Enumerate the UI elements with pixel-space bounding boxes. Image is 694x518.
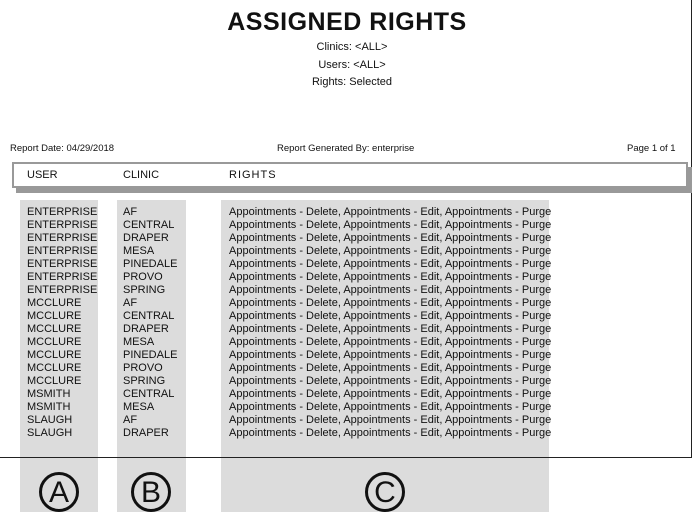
cell-rights: Appointments - Delete, Appointments - Ed… [229,310,552,322]
table-row: MCCLURE CENTRAL Appointments - Delete, App… [0,310,694,323]
cell-clinic: CENTRAL [123,219,175,231]
cell-user: MCCLURE [27,375,82,387]
table-row: MCCLURE PROVO Appointments - Delete, Appoi… [0,362,694,375]
cell-user: MCCLURE [27,336,82,348]
cell-rights: Appointments - Delete, Appointments - Ed… [229,388,552,400]
report-generated-by: Report Generated By: enterprise [277,143,415,154]
cell-rights: Appointments - Delete, Appointments - Ed… [229,297,552,309]
table-row: SLAUGH DRAPER Appointments - Delete, Appoi… [0,427,694,440]
cell-rights: Appointments - Delete, Appointments - Ed… [229,245,552,257]
cell-user: MCCLURE [27,310,82,322]
user-column-highlight [20,200,98,512]
users-filter: Users: <ALL> [318,59,386,71]
cell-user: ENTERPRISE [27,206,98,218]
cell-clinic: AF [123,206,138,218]
cell-clinic: CENTRAL [123,310,175,322]
table-row: ENTERPRISE CENTRAL Appointments - Delete, … [0,219,694,232]
callout-a: A [39,472,79,512]
report-rows: ENTERPRISE AF Appointments - Delete, Appoi… [0,206,694,440]
cell-rights: Appointments - Delete, Appointments - Ed… [229,284,552,296]
table-row: ENTERPRISE MESA Appointments - Delete, App… [0,245,694,258]
cell-user: MSMITH [27,388,71,400]
header-rights: RIGHTS [229,169,277,181]
cell-clinic: AF [123,414,138,426]
table-row: MSMITH MESA Appointments - Delete, Appoint… [0,401,694,414]
rights-column-highlight [221,200,549,512]
table-row: ENTERPRISE SPRING Appointments - Delete, A… [0,284,694,297]
report-date: Report Date: 04/29/2018 [10,143,115,154]
cell-clinic: AF [123,297,138,309]
report-frame [0,0,692,458]
table-row: MCCLURE DRAPER Appointments - Delete, Appo… [0,323,694,336]
page-number: Page 1 of 1 [627,143,676,154]
callout-c: C [365,472,405,512]
table-row: MSMITH CENTRAL Appointments - Delete, Appo… [0,388,694,401]
cell-user: MSMITH [27,401,71,413]
cell-rights: Appointments - Delete, Appointments - Ed… [229,375,552,387]
cell-user: SLAUGH [27,414,73,426]
cell-user: MCCLURE [27,297,82,309]
cell-clinic: PINEDALE [123,258,178,270]
cell-rights: Appointments - Delete, Appointments - Ed… [229,206,552,218]
cell-clinic: DRAPER [123,232,169,244]
table-row: MCCLURE MESA Appointments - Delete, Appoin… [0,336,694,349]
table-row: ENTERPRISE AF Appointments - Delete, Appoi… [0,206,694,219]
cell-rights: Appointments - Delete, Appointments - Ed… [229,323,552,335]
cell-user: ENTERPRISE [27,245,98,257]
cell-clinic: SPRING [123,375,166,387]
cell-rights: Appointments - Delete, Appointments - Ed… [229,219,552,231]
cell-user: ENTERPRISE [27,219,98,231]
clinics-filter: Clinics: <ALL> [316,41,388,53]
cell-clinic: PROVO [123,271,163,283]
cell-rights: Appointments - Delete, Appointments - Ed… [229,232,552,244]
cell-clinic: MESA [123,401,155,413]
table-row: MCCLURE SPRING Appointments - Delete, Appo… [0,375,694,388]
cell-user: MCCLURE [27,349,82,361]
cell-user: ENTERPRISE [27,258,98,270]
cell-user: ENTERPRISE [27,284,98,296]
cell-rights: Appointments - Delete, Appointments - Ed… [229,401,552,413]
column-header-bar: USER CLINIC RIGHTS [12,162,688,188]
cell-rights: Appointments - Delete, Appointments - Ed… [229,258,552,270]
cell-rights: Appointments - Delete, Appointments - Ed… [229,414,552,426]
cell-clinic: DRAPER [123,427,169,439]
table-row: MCCLURE PINEDALE Appointments - Delete, Ap… [0,349,694,362]
cell-user: MCCLURE [27,323,82,335]
cell-rights: Appointments - Delete, Appointments - Ed… [229,427,552,439]
rights-filter: Rights: Selected [311,76,393,88]
table-row: ENTERPRISE PINEDALE Appointments - Delete,… [0,258,694,271]
table-row: MCCLURE AF Appointments - Delete, Appointm… [0,297,694,310]
cell-rights: Appointments - Delete, Appointments - Ed… [229,336,552,348]
clinic-column-highlight [117,200,186,512]
cell-clinic: MESA [123,245,155,257]
callout-b: B [131,472,171,512]
cell-clinic: PROVO [123,362,163,374]
cell-clinic: MESA [123,336,155,348]
cell-clinic: PINEDALE [123,349,178,361]
cell-clinic: DRAPER [123,323,169,335]
cell-clinic: CENTRAL [123,388,175,400]
cell-user: MCCLURE [27,362,82,374]
cell-rights: Appointments - Delete, Appointments - Ed… [229,362,552,374]
table-row: SLAUGH AF Appointments - Delete, Appointme… [0,414,694,427]
table-row: ENTERPRISE DRAPER Appointments - Delete, A… [0,232,694,245]
cell-rights: Appointments - Delete, Appointments - Ed… [229,271,552,283]
cell-user: SLAUGH [27,427,73,439]
cell-user: ENTERPRISE [27,232,98,244]
cell-user: ENTERPRISE [27,271,98,283]
cell-clinic: SPRING [123,284,166,296]
header-clinic: CLINIC [123,169,160,181]
cell-rights: Appointments - Delete, Appointments - Ed… [229,349,552,361]
table-row: ENTERPRISE PROVO Appointments - Delete, Ap… [0,271,694,284]
report-title: ASSIGNED RIGHTS [227,8,467,36]
header-user: USER [27,169,58,181]
